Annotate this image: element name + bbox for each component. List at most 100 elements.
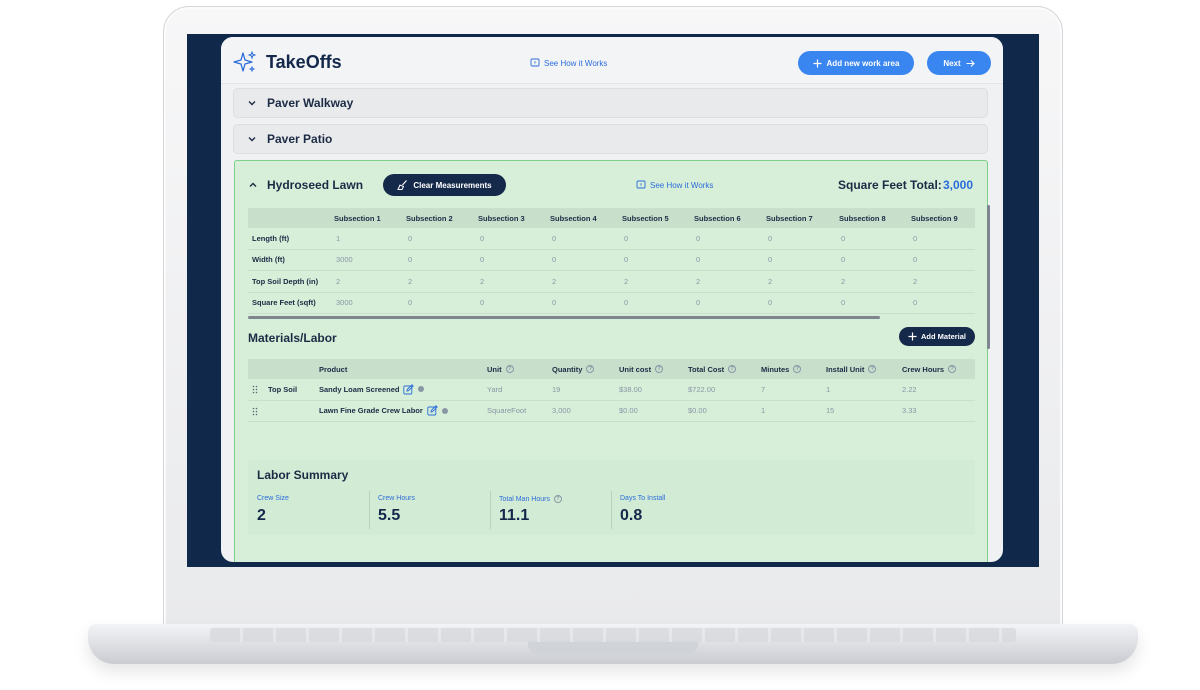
arrow-right-icon [966, 59, 975, 67]
measurement-input[interactable]: 0 [480, 233, 485, 243]
vertical-scrollbar[interactable] [987, 205, 990, 349]
see-how-label: See How it Works [544, 58, 608, 68]
measurement-input[interactable]: 0 [552, 255, 557, 265]
measurement-input[interactable]: 2 [696, 276, 701, 286]
edit-icon[interactable] [403, 383, 415, 395]
measurements-header-row: Subsection 1 Subsection 2 Subsection 3 S… [248, 208, 975, 228]
materials-header-row: Product Unit? Quantity? Unit cost? Total… [248, 359, 975, 379]
help-icon[interactable]: ? [553, 495, 562, 503]
work-area-paver-walkway[interactable]: Paver Walkway [233, 88, 988, 118]
labor-summary-title: Labor Summary [257, 468, 349, 482]
help-icon[interactable]: ? [793, 365, 802, 373]
measurement-input[interactable]: 3000 [336, 255, 353, 265]
horizontal-scrollbar[interactable] [248, 316, 880, 319]
measurement-input[interactable]: 0 [696, 255, 701, 265]
measurement-input[interactable]: 2 [768, 276, 773, 286]
plus-icon [813, 59, 822, 67]
measurement-input[interactable]: 0 [408, 255, 413, 265]
measurement-input[interactable]: 2 [913, 276, 918, 286]
chevron-down-icon [248, 137, 256, 142]
work-area-paver-patio[interactable]: Paver Patio [233, 124, 988, 154]
labor-stat-label: Total Man Hours [499, 495, 550, 503]
divider [490, 491, 491, 529]
labor-stat-total-man-hours: Total Man Hours? 11.1 [499, 491, 617, 531]
material-unit-cost[interactable]: $0.00 [619, 406, 638, 416]
help-icon[interactable]: ? [586, 365, 595, 373]
see-how-it-works-link[interactable]: See How it Works [530, 58, 607, 68]
measurement-input[interactable]: 2 [624, 276, 629, 286]
clear-measurements-label: Clear Measurements [413, 180, 492, 190]
measurement-input[interactable]: 0 [408, 233, 413, 243]
measurement-input[interactable]: 1 [336, 233, 341, 243]
labor-stat-value: 2 [257, 507, 266, 524]
square-feet-total-value: 3,000 [943, 178, 974, 192]
help-icon[interactable]: ? [655, 365, 664, 373]
plus-icon [908, 332, 917, 341]
work-area-hydroseed-lawn: Hydroseed Lawn Clear Measurements See Ho… [234, 160, 990, 562]
measurement-input[interactable]: 0 [696, 233, 701, 243]
labor-stat-value: 11.1 [499, 507, 530, 524]
material-unit: Yard [487, 384, 503, 394]
drag-handle-icon[interactable] [252, 407, 258, 416]
work-area-name: Paver Patio [267, 132, 333, 146]
materials-labor-title: Materials/Labor [248, 331, 337, 345]
material-total-cost: $0.00 [688, 406, 707, 416]
measurement-input[interactable]: 2 [408, 276, 413, 286]
info-shield-icon [530, 58, 540, 67]
material-minutes[interactable]: 7 [761, 384, 766, 394]
next-button[interactable]: Next [927, 51, 991, 75]
help-icon[interactable]: ? [505, 365, 514, 373]
measurement-input[interactable]: 0 [913, 233, 918, 243]
measurement-input[interactable]: 0 [768, 233, 773, 243]
measurement-label: Length (ft) [252, 233, 290, 243]
material-unit-cost[interactable]: $38.00 [619, 384, 642, 394]
work-area-name: Paver Walkway [267, 96, 354, 110]
takeoffs-app-window: TakeOffs See How it Works Add new work a… [221, 37, 1003, 562]
measurement-input[interactable]: 0 [768, 255, 773, 265]
measurement-input[interactable]: 2 [336, 276, 341, 286]
info-dot-icon[interactable] [441, 407, 448, 414]
laptop-hinge-notch [528, 642, 698, 654]
next-label: Next [943, 58, 961, 68]
labor-stat-days-to-install: Days To Install 0.8 [620, 491, 738, 531]
measurement-input[interactable]: 0 [624, 255, 629, 265]
subsection-header: Subsection 6 [694, 213, 741, 223]
subsection-header: Subsection 1 [334, 213, 381, 223]
material-quantity[interactable]: 3,000 [552, 406, 571, 416]
subsection-header: Subsection 2 [406, 213, 453, 223]
measurement-input[interactable]: 0 [841, 255, 846, 265]
edit-icon[interactable] [427, 405, 438, 416]
measurement-value: 0 [768, 298, 773, 308]
material-product-name: Sandy Loam Screened [319, 384, 400, 394]
material-quantity[interactable]: 19 [552, 384, 561, 394]
help-icon[interactable]: ? [728, 365, 737, 373]
material-install-unit[interactable]: 1 [826, 384, 831, 394]
measurement-input[interactable]: 0 [624, 233, 629, 243]
add-material-button[interactable]: Add Material [899, 327, 975, 346]
help-icon[interactable]: ? [868, 365, 877, 373]
measurement-input[interactable]: 0 [552, 233, 557, 243]
material-minutes[interactable]: 1 [761, 406, 766, 416]
measurement-input[interactable]: 0 [913, 255, 918, 265]
measurement-input[interactable]: 0 [841, 233, 846, 243]
info-dot-icon[interactable] [418, 386, 425, 393]
col-header-unit-label: Unit [487, 364, 502, 374]
measurement-input[interactable]: 2 [841, 276, 846, 286]
help-icon[interactable]: ? [948, 365, 957, 373]
chevron-down-icon [248, 101, 256, 106]
work-area-title: Hydroseed Lawn [267, 178, 364, 192]
clear-measurements-button[interactable]: Clear Measurements [383, 174, 506, 196]
measurement-row-width: Width (ft) 3000 0 0 0 0 0 0 0 0 [248, 250, 975, 271]
col-header-quantity-label: Quantity [552, 364, 583, 374]
add-work-area-button[interactable]: Add new work area [798, 51, 914, 75]
subsection-header: Subsection 5 [622, 213, 669, 223]
measurement-input[interactable]: 2 [552, 276, 557, 286]
see-how-it-works-link[interactable]: See How it Works [636, 180, 713, 190]
material-install-unit[interactable]: 15 [826, 406, 835, 416]
material-row: Top Soil Sandy Loam Screened Yard 19 $38… [248, 379, 975, 401]
drag-handle-icon[interactable] [252, 385, 258, 394]
measurement-input[interactable]: 2 [480, 276, 485, 286]
measurement-input[interactable]: 0 [480, 255, 485, 265]
chevron-up-icon[interactable] [247, 179, 259, 191]
app-logo-text: TakeOffs [266, 52, 342, 72]
